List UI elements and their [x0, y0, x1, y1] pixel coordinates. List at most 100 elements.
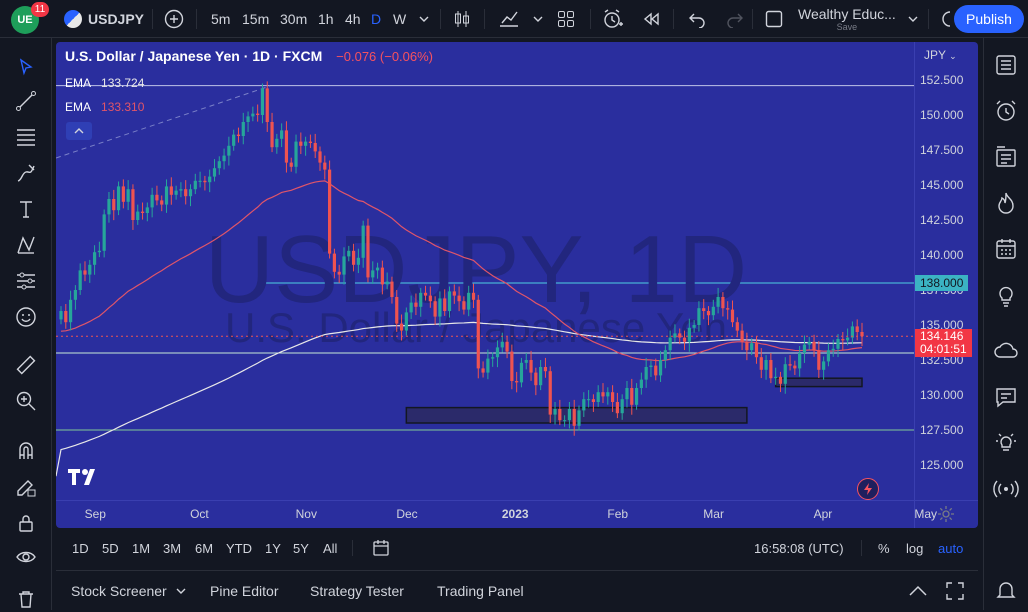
- magnet-tool[interactable]: [13, 438, 39, 464]
- chats-button[interactable]: [993, 384, 1019, 410]
- price-scale[interactable]: JPY ⌄: [914, 42, 978, 500]
- candle: [563, 415, 567, 427]
- pattern-tool[interactable]: [13, 232, 39, 258]
- zone-box[interactable]: [405, 406, 748, 424]
- interval-w[interactable]: W: [393, 11, 407, 27]
- percent-toggle[interactable]: %: [878, 540, 890, 556]
- interval-15m[interactable]: 15m: [242, 11, 270, 27]
- candle: [515, 371, 519, 393]
- maximize-panel-button[interactable]: [946, 571, 964, 611]
- ideas-button[interactable]: [993, 282, 1019, 308]
- publish-button[interactable]: Publish: [954, 5, 1024, 33]
- undo-button[interactable]: [688, 0, 706, 38]
- auto-toggle[interactable]: auto: [938, 540, 964, 556]
- candle: [798, 346, 802, 377]
- utc-clock[interactable]: 16:58:08 (UTC): [754, 540, 844, 556]
- range-1m[interactable]: 1M: [132, 540, 151, 556]
- symbol-search[interactable]: USDJPY: [64, 0, 144, 38]
- replay-button[interactable]: [641, 0, 661, 38]
- stay-in-drawing-mode[interactable]: [13, 474, 39, 500]
- price-chart[interactable]: USDJPY, 1D U.S. Dollar / Japanese Yen: [56, 42, 978, 528]
- layout-name-button[interactable]: Wealthy Educ... Save: [798, 0, 896, 38]
- broadcast-button[interactable]: [993, 476, 1019, 502]
- interval-30m[interactable]: 30m: [280, 11, 308, 27]
- tab-pine-editor[interactable]: Pine Editor: [210, 583, 279, 599]
- interval-4h[interactable]: 4h: [345, 11, 361, 27]
- hotlists-button[interactable]: [993, 190, 1019, 216]
- chart-type-button[interactable]: [452, 0, 472, 38]
- range-1d[interactable]: 1D: [72, 540, 89, 556]
- fullscreen-toggle[interactable]: [764, 0, 784, 38]
- prediction-tool[interactable]: [13, 268, 39, 294]
- chart-pane[interactable]: USDJPY, 1D U.S. Dollar / Japanese Yen: [56, 42, 978, 528]
- interval-dropdown[interactable]: [418, 0, 430, 38]
- log-toggle[interactable]: log: [906, 540, 924, 556]
- candle: [543, 357, 548, 378]
- legend-collapse-button[interactable]: [66, 122, 92, 140]
- object-tree-button[interactable]: [993, 144, 1019, 170]
- candle: [145, 202, 149, 222]
- candle: [606, 387, 610, 405]
- zoom-tool[interactable]: [13, 388, 39, 414]
- redo-button[interactable]: [726, 0, 744, 38]
- brush-tool[interactable]: [13, 160, 39, 186]
- indicators-button[interactable]: [498, 0, 520, 38]
- range-ytd[interactable]: YTD: [226, 540, 252, 556]
- calendar-button[interactable]: [993, 236, 1019, 262]
- layouts-button[interactable]: [556, 0, 576, 38]
- interval-1h[interactable]: 1h: [318, 11, 334, 27]
- zone-box[interactable]: [774, 377, 863, 388]
- compare-symbol-button[interactable]: [164, 0, 184, 38]
- remove-drawings[interactable]: [13, 586, 39, 612]
- range-3m[interactable]: 3M: [163, 540, 182, 556]
- ema-legend-2[interactable]: EMA 133.310: [65, 100, 144, 114]
- date-range-button[interactable]: [372, 532, 390, 564]
- chart-legend[interactable]: U.S. Dollar / Japanese Yen · 1D · FXCM −…: [65, 48, 433, 64]
- quick-search-button[interactable]: [938, 0, 952, 38]
- text-tool[interactable]: [13, 196, 39, 222]
- collapse-panel-button[interactable]: [908, 571, 928, 611]
- alerts-button[interactable]: [993, 98, 1019, 124]
- tab-strategy-tester[interactable]: Strategy Tester: [310, 583, 404, 599]
- ema-slow-line[interactable]: [56, 321, 863, 477]
- hide-drawings[interactable]: [13, 544, 39, 570]
- measure-tool[interactable]: [13, 352, 39, 378]
- right-sidebar: [983, 38, 1028, 610]
- chart-settings-button[interactable]: [937, 505, 955, 528]
- candle: [486, 349, 490, 380]
- interval-d[interactable]: D: [371, 11, 382, 27]
- candle: [711, 299, 715, 321]
- alert-button[interactable]: [602, 0, 624, 38]
- chat-icon: [996, 388, 1016, 408]
- icon-tool[interactable]: [13, 304, 39, 330]
- indicators-dropdown[interactable]: [532, 0, 544, 38]
- watchlist-button[interactable]: [993, 52, 1019, 78]
- news-flash-button[interactable]: [857, 478, 879, 500]
- candle: [726, 301, 730, 320]
- range-6m[interactable]: 6M: [195, 540, 214, 556]
- ema-value: 133.310: [101, 100, 145, 114]
- cursor-tool[interactable]: [13, 54, 39, 80]
- signal-icon: [993, 480, 1019, 498]
- ema-legend-1[interactable]: EMA 133.724: [65, 76, 144, 90]
- tradingview-logo[interactable]: [68, 468, 100, 491]
- lock-drawings[interactable]: [13, 510, 39, 536]
- tab-trading-panel[interactable]: Trading Panel: [437, 583, 524, 599]
- range-1y[interactable]: 1Y: [265, 540, 281, 556]
- interval-5m[interactable]: 5m: [211, 11, 231, 27]
- time-scale-label: May: [914, 507, 938, 521]
- range-5y[interactable]: 5Y: [293, 540, 309, 556]
- ema-fast-line[interactable]: [60, 180, 863, 362]
- range-5d[interactable]: 5D: [102, 540, 119, 556]
- candle: [179, 182, 183, 198]
- layout-dropdown[interactable]: [907, 0, 919, 38]
- tab-stock-screener[interactable]: Stock Screener: [71, 571, 187, 611]
- trend-line-tool[interactable]: [13, 88, 39, 114]
- help-button[interactable]: [993, 430, 1019, 456]
- notifications-button[interactable]: [993, 578, 1019, 604]
- currency-selector[interactable]: JPY ⌄: [924, 48, 957, 62]
- range-all[interactable]: All: [323, 540, 338, 556]
- fib-tool[interactable]: [13, 124, 39, 150]
- streams-button[interactable]: [993, 338, 1019, 364]
- dashed-trend-line[interactable]: [56, 85, 271, 159]
